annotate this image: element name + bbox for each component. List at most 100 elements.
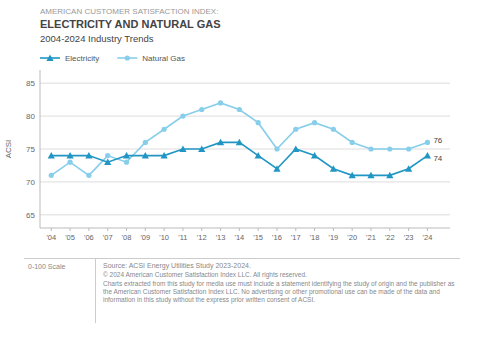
point (312, 120, 317, 125)
x-tick-label: '22 (385, 233, 395, 242)
x-tick-label: '17 (291, 233, 301, 242)
x-tick (88, 228, 89, 231)
point (406, 146, 411, 151)
point (237, 107, 242, 112)
point (292, 145, 299, 151)
grid-line (40, 181, 450, 182)
x-tick-label: '04 (46, 233, 56, 242)
point (67, 160, 72, 165)
end-label: 74 (433, 154, 442, 163)
y-axis-label: ACSI (4, 140, 13, 159)
y-tick-label: 65 (26, 211, 35, 220)
point (162, 127, 167, 132)
x-tick-label: '12 (197, 233, 207, 242)
point (236, 139, 243, 145)
x-tick-label: '20 (347, 233, 357, 242)
point (350, 140, 355, 145)
x-tick-label: '06 (84, 233, 94, 242)
title: ELECTRICITY AND NATURAL GAS (40, 18, 221, 30)
x-tick-label: '14 (234, 233, 244, 242)
footnote-text: Charts extracted from this study for med… (103, 280, 460, 304)
series-line (51, 142, 427, 175)
point (349, 172, 356, 178)
x-tick-label: '23 (404, 233, 414, 242)
footnote-left: 0-100 Scale (24, 259, 96, 323)
end-label: 76 (433, 136, 442, 145)
grid-line (40, 214, 450, 215)
grid-line (40, 116, 450, 117)
point (179, 145, 186, 151)
point (49, 173, 54, 178)
footnote-text: © 2024 American Customer Satisfaction In… (103, 271, 460, 279)
point (161, 152, 168, 158)
footnotes: 0-100 Scale Source: ACSI Energy Utilitie… (24, 258, 460, 323)
x-tick (333, 228, 334, 231)
x-tick-label: '16 (272, 233, 282, 242)
point (124, 160, 129, 165)
point (293, 127, 298, 132)
y-tick-label: 80 (26, 112, 35, 121)
x-tick (107, 228, 108, 231)
supertitle: AMERICAN CUSTOMER SATISFACTION INDEX: (40, 7, 218, 16)
point (217, 139, 224, 145)
point (330, 165, 337, 171)
y-tick-label: 85 (26, 79, 35, 88)
x-tick-label: '15 (253, 233, 263, 242)
x-tick-label: '05 (65, 233, 75, 242)
legend: Electricity Natural Gas (40, 54, 185, 63)
point (405, 165, 412, 171)
footnote-scale: 0-100 Scale (28, 263, 65, 270)
point (199, 107, 204, 112)
x-tick (201, 228, 202, 231)
chart: AMERICAN CUSTOMER SATISFACTION INDEX: ELE… (0, 0, 480, 256)
point (256, 120, 261, 125)
series-line (51, 103, 427, 175)
x-tick-label: '07 (103, 233, 113, 242)
point (142, 152, 149, 158)
point (66, 152, 73, 158)
x-tick (164, 228, 165, 231)
y-tick-label: 75 (26, 145, 35, 154)
footnote-text: Source: ACSI Energy Utilities Study 2023… (103, 262, 460, 270)
x-tick (258, 228, 259, 231)
point (86, 173, 91, 178)
legend-label: Electricity (65, 54, 99, 63)
x-tick-label: '13 (216, 233, 226, 242)
point (104, 159, 111, 165)
point (85, 152, 92, 158)
grid-line (40, 83, 450, 84)
x-tick-label: '09 (140, 233, 150, 242)
x-tick (276, 228, 277, 231)
footnote-right: Source: ACSI Energy Utilities Study 2023… (96, 259, 460, 323)
legend-label: Natural Gas (142, 54, 185, 63)
x-tick-label: '18 (310, 233, 320, 242)
point (424, 152, 431, 158)
legend-marker (125, 55, 130, 60)
point (143, 140, 148, 145)
point (123, 152, 130, 158)
x-tick-label: '24 (423, 233, 433, 242)
point (387, 146, 392, 151)
point (367, 172, 374, 178)
x-tick (314, 228, 315, 231)
x-tick (427, 228, 428, 231)
point (274, 146, 279, 151)
x-tick (145, 228, 146, 231)
x-tick (295, 228, 296, 231)
point (198, 145, 205, 151)
point (218, 100, 223, 105)
point (311, 152, 318, 158)
x-tick (182, 228, 183, 231)
x-tick (220, 228, 221, 231)
x-tick (51, 228, 52, 231)
x-tick-label: '19 (329, 233, 339, 242)
x-tick-label: '10 (159, 233, 169, 242)
x-tick-label: '11 (178, 233, 187, 242)
x-tick (371, 228, 372, 231)
point (368, 146, 373, 151)
plot-area (48, 100, 431, 178)
x-tick (126, 228, 127, 231)
point (425, 140, 430, 145)
subtitle: 2004-2024 Industry Trends (40, 33, 154, 44)
point (180, 113, 185, 118)
